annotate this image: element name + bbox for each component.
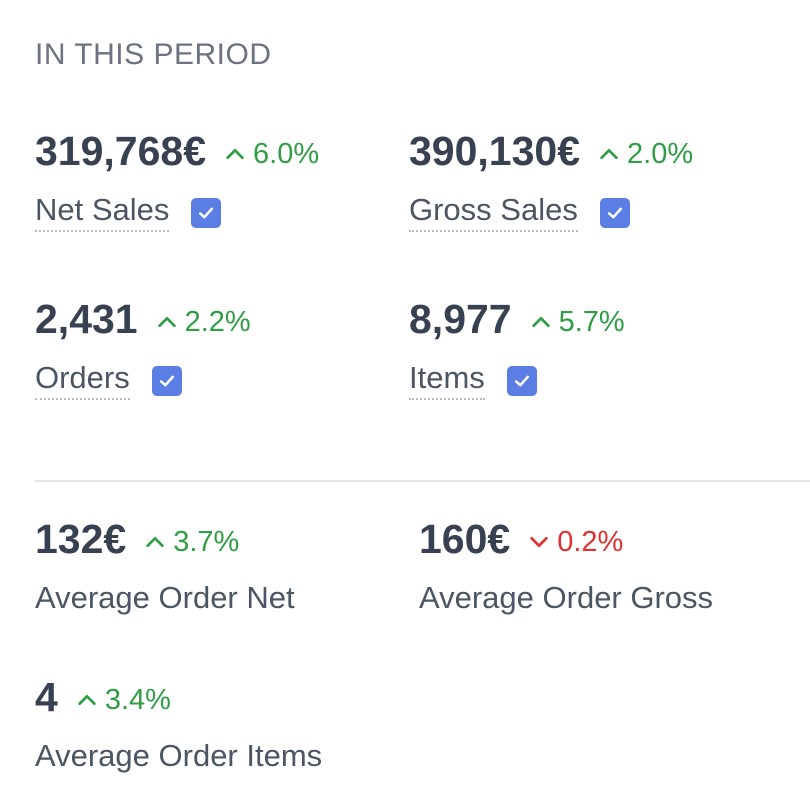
metric-avg-order-net: 132€ 3.7% Average Order Net: [35, 516, 295, 615]
metric-value: 8,977: [409, 296, 512, 342]
metric-label[interactable]: Orders: [35, 360, 130, 401]
metric-change: 2.2%: [156, 306, 251, 339]
chevron-up-icon: [146, 536, 164, 548]
checkmark-icon: [607, 207, 622, 218]
metric-items: 8,977 5.7% Items: [409, 296, 625, 401]
metric-value: 2,431: [35, 296, 138, 342]
metric-avg-order-gross: 160€ 0.2% Average Order Gross: [419, 516, 713, 615]
chevron-up-icon: [226, 148, 244, 160]
metric-change: 0.2%: [528, 526, 623, 559]
metric-gross-sales: 390,130€ 2.0% Gross Sales: [409, 128, 693, 233]
chevron-down-icon: [530, 536, 548, 548]
metric-change: 6.0%: [224, 138, 319, 171]
section-title: IN THIS PERIOD: [35, 38, 272, 71]
metric-change: 3.7%: [144, 526, 239, 559]
chevron-up-icon: [157, 316, 176, 328]
metric-value: 4: [35, 674, 58, 720]
metric-label: Average Order Net: [35, 580, 295, 615]
metric-orders: 2,431 2.2% Orders: [35, 296, 251, 401]
metric-change-value: 0.2%: [557, 525, 624, 558]
metric-change-value: 2.0%: [627, 137, 694, 170]
chevron-up-icon: [78, 694, 96, 706]
metric-label[interactable]: Net Sales: [35, 192, 170, 233]
metric-change-value: 2.2%: [184, 305, 251, 338]
orders-checkbox[interactable]: [151, 365, 182, 396]
chevron-up-icon: [600, 148, 618, 160]
metric-value: 132€: [35, 516, 127, 562]
metric-change-value: 6.0%: [253, 137, 320, 170]
metric-label: Average Order Gross: [419, 580, 714, 615]
metric-change: 5.7%: [530, 306, 625, 339]
metric-value: 390,130€: [409, 128, 581, 174]
metric-change-value: 5.7%: [558, 305, 625, 338]
metric-label: Average Order Items: [35, 738, 323, 773]
checkmark-icon: [159, 375, 174, 386]
section-divider: [35, 480, 810, 482]
items-checkbox[interactable]: [506, 365, 537, 396]
checkmark-icon: [514, 375, 529, 386]
metric-change: 3.4%: [76, 684, 171, 717]
net-sales-checkbox[interactable]: [191, 197, 222, 228]
metric-value: 160€: [419, 516, 511, 562]
metric-change: 2.0%: [598, 138, 693, 171]
metric-change-value: 3.7%: [173, 525, 240, 558]
metric-net-sales: 319,768€ 6.0% Net Sales: [35, 128, 319, 233]
checkmark-icon: [199, 207, 214, 218]
metric-label[interactable]: Gross Sales: [409, 192, 578, 233]
metric-value: 319,768€: [35, 128, 207, 174]
metric-change-value: 3.4%: [104, 683, 171, 716]
metric-label[interactable]: Items: [409, 360, 485, 401]
chevron-up-icon: [531, 316, 550, 328]
gross-sales-checkbox[interactable]: [599, 197, 630, 228]
metric-avg-order-items: 4 3.4% Average Order Items: [35, 674, 322, 773]
